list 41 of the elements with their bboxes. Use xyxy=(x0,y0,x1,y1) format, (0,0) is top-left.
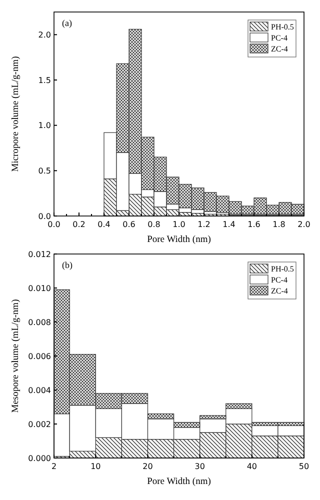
y-tick-label: 0.010 xyxy=(28,284,51,293)
x-tick-label: 1.4 xyxy=(222,220,236,229)
x-tick-label: 1.0 xyxy=(172,220,186,229)
legend-label: PH-0.5 xyxy=(271,22,294,32)
x-axis-title: Pore Width (nm) xyxy=(147,235,211,245)
y-tick-label: 0.008 xyxy=(28,318,51,327)
x-tick-label: 2.0 xyxy=(298,220,310,229)
y-tick-label: 0.000 xyxy=(28,454,51,463)
y-tick-label: 0.002 xyxy=(28,420,51,429)
x-tick-label: 0.2 xyxy=(72,220,86,229)
y-tick-label: 1.5 xyxy=(38,76,51,85)
y-tick-label: 0.0 xyxy=(38,212,51,221)
annotation: (a) xyxy=(62,18,72,28)
legend-label: ZC-4 xyxy=(271,44,288,54)
x-tick-label: 30 xyxy=(194,462,205,471)
y-tick-label: 0.004 xyxy=(28,386,51,395)
x-tick-label: 0.8 xyxy=(148,220,160,229)
x-tick-label: 0.0 xyxy=(48,220,60,229)
y-tick-label: 2.0 xyxy=(38,30,51,40)
y-tick-label: 0.5 xyxy=(38,166,51,176)
x-tick-label: 50 xyxy=(298,462,310,471)
x-tick-label: 1.6 xyxy=(248,220,260,229)
legend-label: PH-0.5 xyxy=(271,264,294,274)
x-tick-label: 2 xyxy=(51,462,57,471)
y-tick-label: 1.0 xyxy=(38,121,51,130)
y-axis-title: Micropore volume (mL/g-nm) xyxy=(11,56,21,172)
x-tick-label: 1.2 xyxy=(198,220,210,229)
x-tick-label: 1.8 xyxy=(272,220,286,229)
annotation: (b) xyxy=(62,260,72,270)
x-tick-label: 40 xyxy=(246,462,258,471)
y-axis-title: Mesopore volume (mL/g-nm) xyxy=(11,299,21,413)
legend-label: PC-4 xyxy=(271,276,288,284)
legend-label: PC-4 xyxy=(271,34,288,42)
y-tick-label: 0.012 xyxy=(28,250,51,259)
y-tick-label: 0.006 xyxy=(28,352,51,361)
x-tick-label: 10 xyxy=(90,462,101,471)
x-tick-label: 20 xyxy=(142,462,153,471)
legend-label: ZC-4 xyxy=(271,286,288,296)
x-tick-label: 0.4 xyxy=(98,220,110,229)
x-axis-title: Pore Width (nm) xyxy=(147,477,211,487)
x-tick-label: 0.6 xyxy=(122,220,136,229)
